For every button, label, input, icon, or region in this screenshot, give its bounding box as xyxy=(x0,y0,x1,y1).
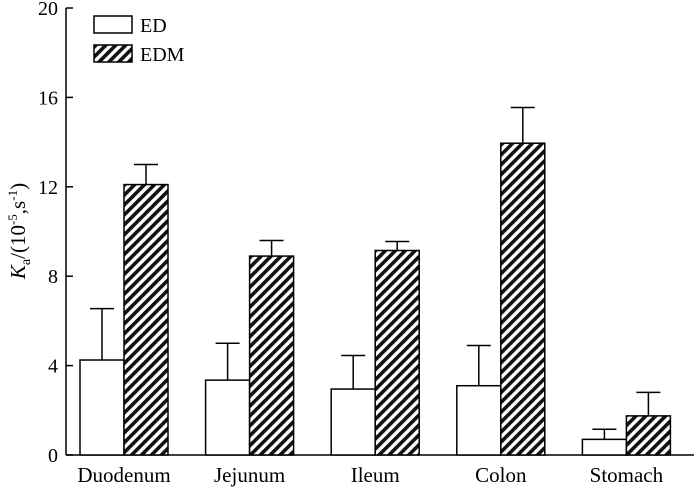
ylabel-sup1: -5 xyxy=(5,214,20,225)
bar-ed-colon xyxy=(456,384,502,456)
bars xyxy=(79,106,672,456)
bar-edm-duodenum xyxy=(123,183,169,456)
bar-edm-colon xyxy=(500,142,546,456)
bar-ed-stomach xyxy=(581,438,628,456)
x-tick-label-ileum: Ileum xyxy=(351,463,400,487)
bar-ed-duodenum xyxy=(79,359,125,456)
y-tick-label: 0 xyxy=(48,445,58,467)
y-tick-label: 8 xyxy=(48,266,58,288)
ylabel-sep: ,s xyxy=(6,201,30,214)
y-tick-label: 16 xyxy=(38,87,58,109)
y-axis-label: Ka/(10-5,s-1) xyxy=(5,183,34,280)
y-ticks: 0 4 8 12 16 20 xyxy=(38,0,73,467)
x-tick-label-jejunum: Jejunum xyxy=(214,463,285,487)
x-tick-labels: Duodenum Jejunum Ileum Colon Stomach xyxy=(77,463,663,487)
bar-ed-ileum xyxy=(330,388,376,456)
x-tick-label-colon: Colon xyxy=(475,463,527,487)
bar-ed-jejunum xyxy=(204,379,251,456)
x-tick-label-stomach: Stomach xyxy=(590,463,664,487)
bar-edm-ileum xyxy=(374,249,420,456)
ylabel-base: K xyxy=(6,264,30,280)
legend-label-edm: EDM xyxy=(140,44,185,66)
ylabel-sup2: -1 xyxy=(5,190,20,201)
bar-edm-jejunum xyxy=(248,255,295,456)
ylabel-end: ) xyxy=(6,183,30,190)
legend-swatch-edm xyxy=(93,44,133,63)
x-tick-label-duodenum: Duodenum xyxy=(77,463,170,487)
ylabel-mid: /(10 xyxy=(6,225,30,259)
legend-label-ed: ED xyxy=(140,15,167,37)
legend: ED EDM xyxy=(93,15,185,66)
ylabel-sub: a xyxy=(19,258,34,265)
y-tick-label: 20 xyxy=(38,0,58,20)
legend-swatch-ed xyxy=(93,15,133,34)
y-tick-label: 12 xyxy=(38,177,58,199)
bar-edm-stomach xyxy=(625,415,672,456)
y-tick-label: 4 xyxy=(48,356,58,378)
